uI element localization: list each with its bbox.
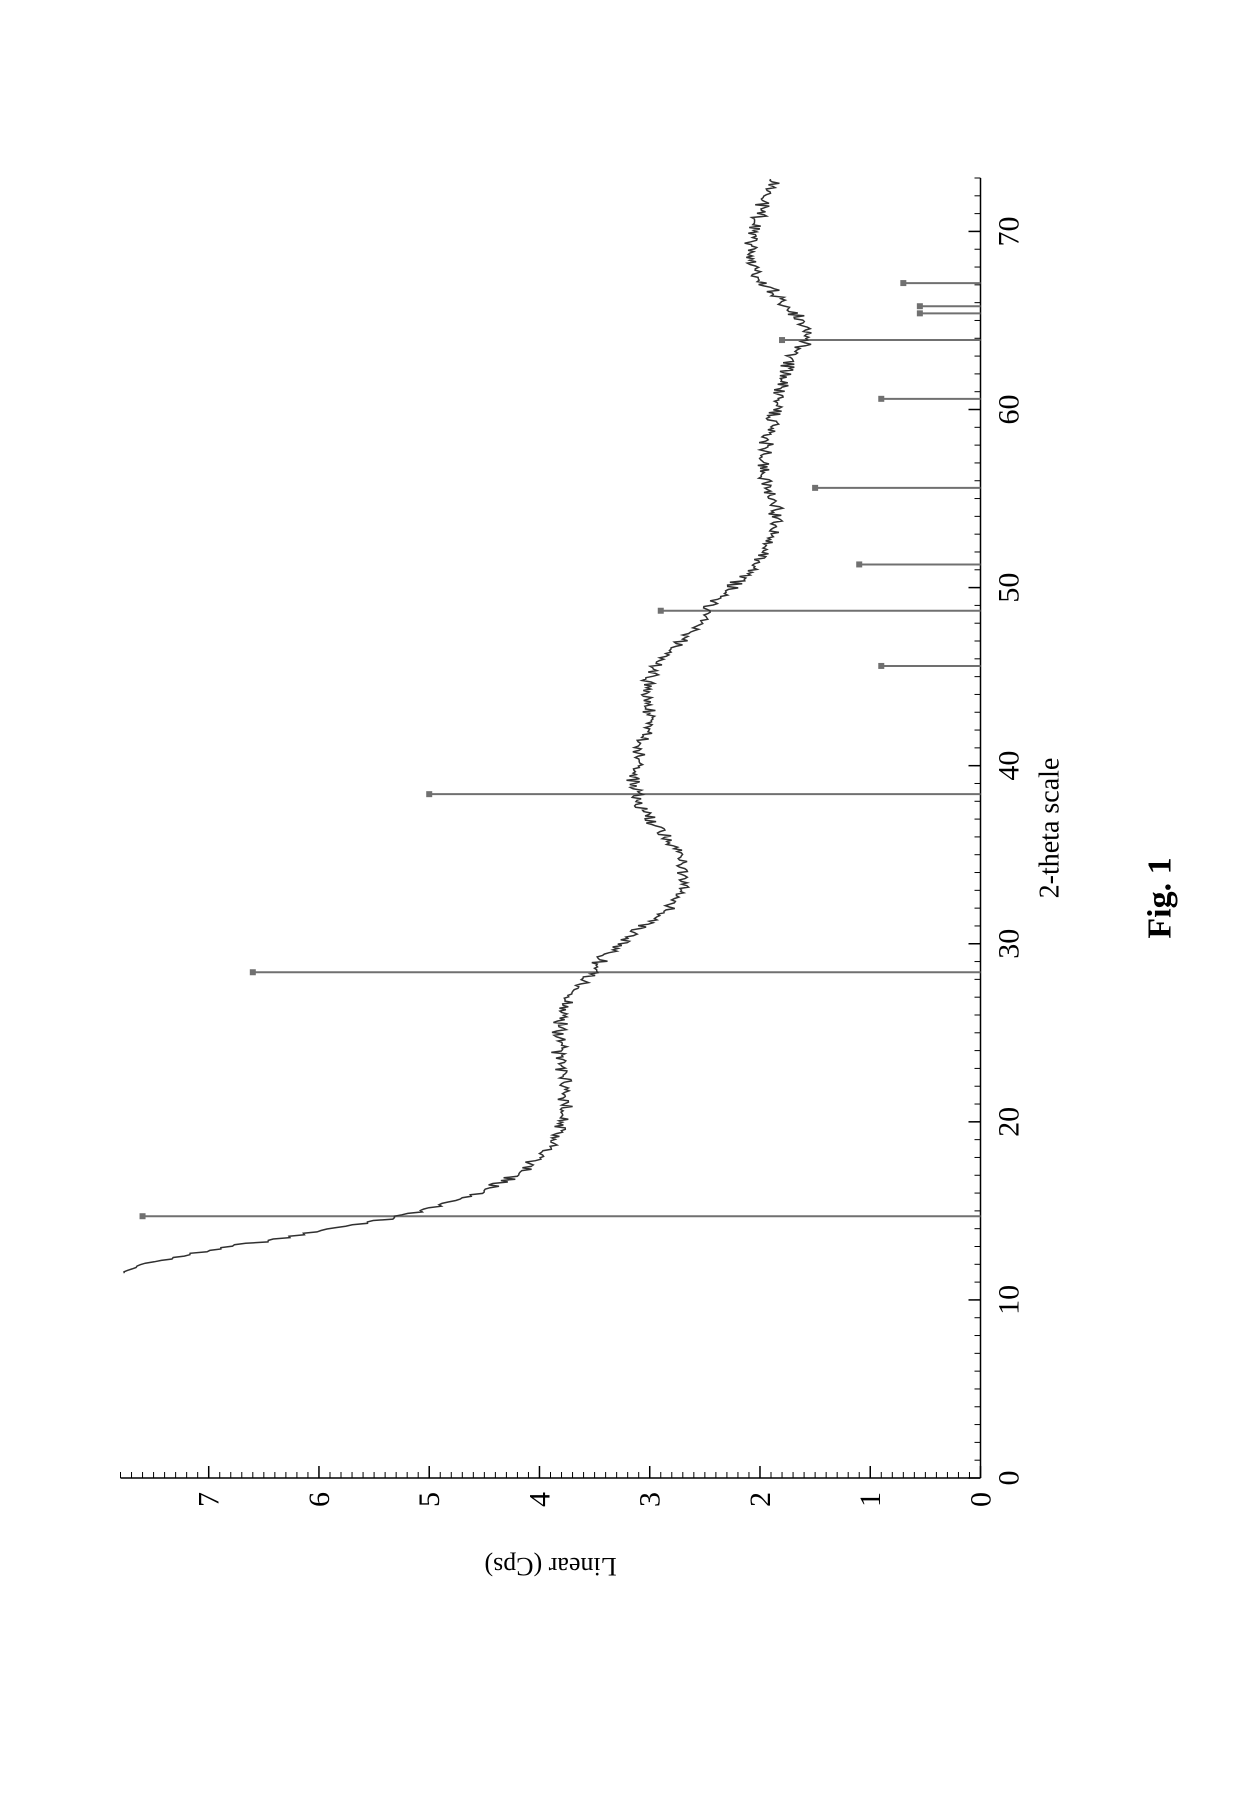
svg-text:2-theta scale: 2-theta scale xyxy=(1035,758,1066,899)
svg-text:0: 0 xyxy=(993,1471,1026,1486)
svg-text:40: 40 xyxy=(993,751,1026,781)
svg-text:20: 20 xyxy=(993,1107,1026,1137)
svg-text:4: 4 xyxy=(523,1492,556,1507)
svg-text:3: 3 xyxy=(634,1492,667,1507)
svg-text:1: 1 xyxy=(854,1492,887,1507)
svg-text:7: 7 xyxy=(193,1492,226,1507)
svg-text:2: 2 xyxy=(744,1492,777,1507)
figure-caption: Fig. 1 xyxy=(1142,118,1180,1678)
svg-text:0: 0 xyxy=(965,1492,998,1507)
svg-text:30: 30 xyxy=(993,929,1026,959)
svg-text:10: 10 xyxy=(993,1285,1026,1315)
svg-text:6: 6 xyxy=(303,1492,336,1507)
svg-text:Linear (Cps): Linear (Cps) xyxy=(484,1552,616,1581)
figure-container: 0 10 20 30 40 50 60 70 2-theta scale 0 1 2 3 4 5 6 7 Line… xyxy=(61,118,1180,1678)
svg-text:50: 50 xyxy=(993,573,1026,603)
xrd-chart: 0 10 20 30 40 50 60 70 2-theta scale 0 1 2 3 4 5 6 7 Line… xyxy=(61,118,1121,1678)
svg-text:60: 60 xyxy=(993,395,1026,425)
svg-text:70: 70 xyxy=(993,216,1026,246)
svg-text:5: 5 xyxy=(413,1492,446,1507)
